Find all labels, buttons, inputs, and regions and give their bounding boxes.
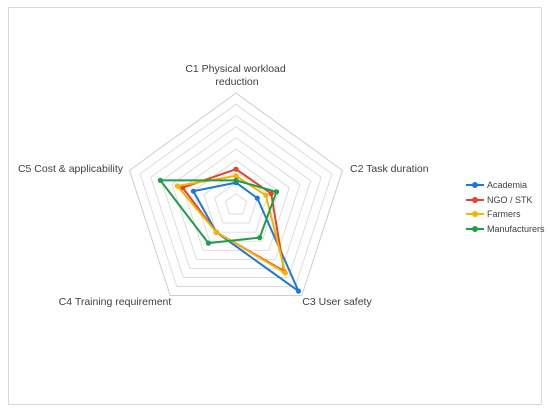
legend-marker-academia xyxy=(466,181,484,189)
grid-ring-6 xyxy=(171,137,301,260)
axis-label-c4: C4 Training requirement xyxy=(59,296,172,308)
grid-ring-8 xyxy=(150,114,322,278)
point-farmers-c3 xyxy=(282,270,288,276)
legend-marker-farmers xyxy=(466,210,484,218)
point-ngo-stk-c1 xyxy=(233,166,239,172)
chart-frame xyxy=(8,7,542,405)
point-manufacturers-c2 xyxy=(273,189,280,195)
axis-label-c2: C2 Task duration xyxy=(350,163,429,175)
point-academia-c3 xyxy=(295,288,302,294)
point-academia-c5 xyxy=(190,188,196,194)
point-academia-c2 xyxy=(254,195,260,201)
point-manufacturers-c1 xyxy=(233,177,239,183)
radar-grid xyxy=(128,92,344,297)
grid-ring-4 xyxy=(192,159,280,242)
grid-ring-3 xyxy=(203,170,269,233)
axis-label-c1-line2: reduction xyxy=(215,76,258,88)
series-manufacturers xyxy=(157,177,280,246)
point-ngo-stk-c5 xyxy=(180,185,186,191)
axis-label-c1: C1 Physical workload reduction xyxy=(185,63,288,88)
legend-marker-ngo-stk xyxy=(466,196,484,204)
point-farmers-c5 xyxy=(174,183,180,189)
point-farmers-c1 xyxy=(233,173,239,179)
axis-label-c1-line1: C1 Physical workload xyxy=(185,63,286,75)
grid-ring-9 xyxy=(139,103,333,287)
legend-label-manufacturers: Manufacturers xyxy=(487,223,545,234)
series-farmers xyxy=(174,173,288,276)
grid-ring-1 xyxy=(224,193,248,215)
legend-item-academia: Academia xyxy=(466,178,545,193)
series-academia xyxy=(190,180,302,294)
point-manufacturers-c3 xyxy=(257,235,263,241)
point-manufacturers-c5 xyxy=(157,177,163,183)
axis-labels: C1 Physical workload reduction C2 Task d… xyxy=(18,63,429,308)
grid-ring-7 xyxy=(160,126,312,269)
legend-item-farmers: Farmers xyxy=(466,207,545,222)
series-line-farmers xyxy=(176,174,287,274)
series-layer xyxy=(157,166,302,294)
legend-label-academia: Academia xyxy=(487,180,528,191)
axis-label-c3: C3 User safety xyxy=(302,296,372,308)
point-farmers-c4 xyxy=(213,229,219,235)
legend-label-farmers: Farmers xyxy=(487,209,521,220)
grid-ring-2 xyxy=(214,182,258,224)
legend-item-ngo-stk: NGO / STK xyxy=(466,193,545,208)
legend: Academia NGO / STK Farmers Manufacturers xyxy=(466,178,545,236)
legend-label-ngo-stk: NGO / STK xyxy=(487,194,533,205)
legend-marker-manufacturers xyxy=(466,225,484,233)
axis-label-c5: C5 Cost & applicability xyxy=(18,163,124,175)
point-ngo-stk-c2 xyxy=(268,191,274,197)
series-line-academia xyxy=(192,181,300,293)
grid-ring-10 xyxy=(128,92,344,297)
point-farmers-c2 xyxy=(263,192,269,198)
point-manufacturers-c4 xyxy=(205,240,211,246)
series-line-manufacturers xyxy=(159,179,278,245)
legend-item-manufacturers: Manufacturers xyxy=(466,222,545,237)
